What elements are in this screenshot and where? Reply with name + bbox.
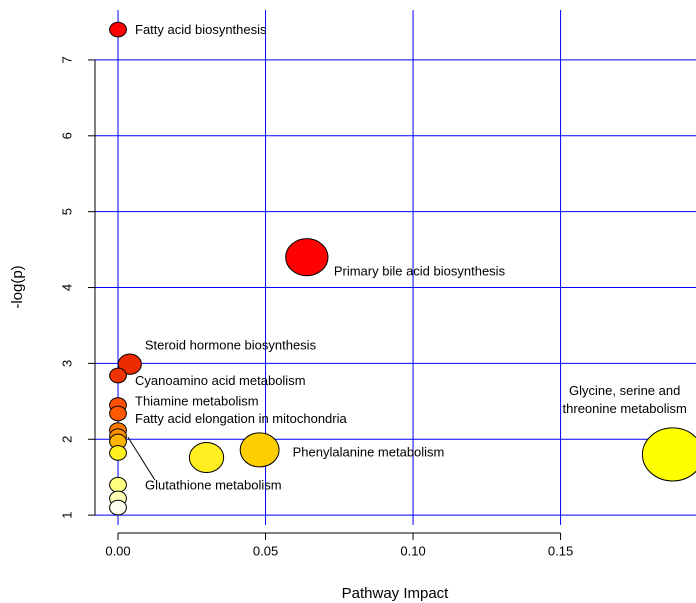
bubble <box>239 432 280 468</box>
bubble <box>109 405 127 422</box>
y-tick-label: 5 <box>59 208 74 215</box>
point-label: Glycine, serine and <box>569 383 680 398</box>
point-label: Steroid hormone biosynthesis <box>145 338 317 353</box>
x-tick-label: 0.05 <box>253 543 278 558</box>
point-label: Fatty acid elongation in mitochondria <box>135 411 348 426</box>
bubble <box>109 21 127 38</box>
point-label: Fatty acid biosynthesis <box>135 22 267 37</box>
point-label: Primary bile acid biosynthesis <box>334 264 506 279</box>
bubble <box>109 499 127 516</box>
bubble <box>109 367 127 384</box>
point-label: Cyanoamino acid metabolism <box>135 373 306 388</box>
bubble <box>188 441 225 473</box>
x-axis-title: Pathway Impact <box>342 585 450 602</box>
bubble <box>109 445 127 461</box>
bubble <box>109 476 127 493</box>
y-tick-label: 4 <box>59 284 74 291</box>
point-label: threonine metabolism <box>563 401 687 416</box>
bubble <box>641 427 696 482</box>
x-tick-label: 0.15 <box>548 543 573 558</box>
y-tick-label: 6 <box>59 132 74 139</box>
bubble <box>117 353 142 375</box>
bubble <box>285 238 329 277</box>
x-tick-label: 0.10 <box>400 543 425 558</box>
leader-line <box>127 436 156 481</box>
y-tick-label: 3 <box>59 360 74 367</box>
point-label: Phenylalanine metabolism <box>293 444 445 459</box>
y-tick-label: 7 <box>59 56 74 63</box>
x-tick-label: 0.00 <box>105 543 130 558</box>
point-label: Glutathione metabolism <box>145 478 282 493</box>
y-axis-title: -log(p) <box>9 265 26 308</box>
point-label: Thiamine metabolism <box>135 394 259 409</box>
y-tick-label: 1 <box>59 512 74 519</box>
y-tick-label: 2 <box>59 436 74 443</box>
